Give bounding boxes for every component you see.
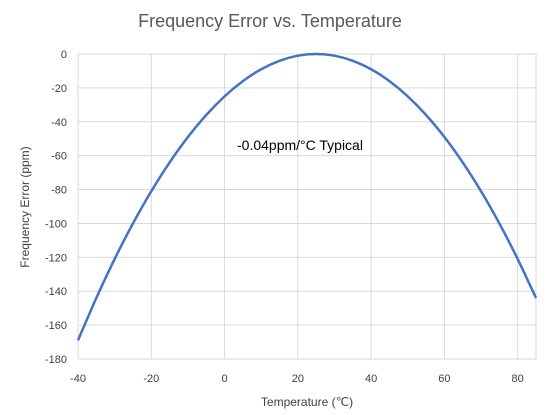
- x-tick-label: -20: [143, 373, 159, 385]
- y-tick-label: -180: [45, 354, 67, 366]
- annotation-text: -0.04ppm/°C Typical: [237, 137, 363, 153]
- x-tick-label: 60: [438, 373, 450, 385]
- y-tick-label: -100: [45, 218, 67, 230]
- y-axis-label: Frequency Error (ppm): [18, 146, 32, 267]
- y-tick-label: -40: [51, 117, 67, 129]
- y-tick-label: 0: [61, 49, 67, 61]
- series-line: [76, 52, 538, 341]
- chart-title: Frequency Error vs. Temperature: [138, 11, 402, 31]
- y-tick-label: -140: [45, 286, 67, 298]
- x-tick-label: -40: [70, 373, 86, 385]
- x-tick-label: 20: [292, 373, 304, 385]
- y-tick-label: -80: [51, 185, 67, 197]
- series-layer: [76, 52, 538, 341]
- y-tick-label: -60: [51, 151, 67, 163]
- tick-labels: 0-20-40-60-80-100-120-140-160-180-40 -20 0…: [45, 49, 524, 385]
- y-tick-label: -120: [45, 252, 67, 264]
- y-tick-label: -20: [51, 83, 67, 95]
- x-tick-label: 80: [512, 373, 524, 385]
- x-tick-label: 0: [221, 373, 227, 385]
- y-tick-label: -160: [45, 320, 67, 332]
- x-axis-label: Temperature (℃): [261, 395, 353, 409]
- x-tick-label: 40: [365, 373, 377, 385]
- grid: [77, 53, 537, 360]
